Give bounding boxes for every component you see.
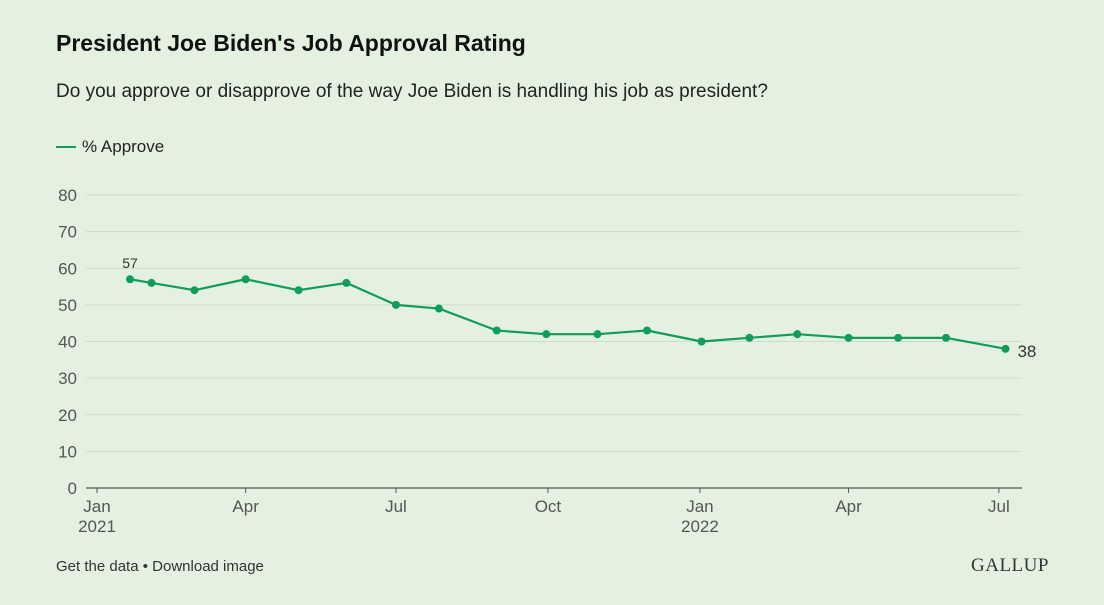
y-tick-label-50: 50 <box>58 296 77 315</box>
x-tick-label-0: Jan <box>83 497 110 516</box>
chart-title: President Joe Biden's Job Approval Ratin… <box>56 30 526 56</box>
x-tick-sublabel-0: 2021 <box>78 517 116 536</box>
y-tick-label-40: 40 <box>58 333 77 352</box>
x-tick-label-2: Jul <box>385 497 407 516</box>
download-image-link[interactable]: Download image <box>152 558 264 575</box>
gallup-logo: GALLUP <box>971 555 1049 576</box>
data-point-0 <box>126 275 135 284</box>
y-tick-label-20: 20 <box>58 406 77 425</box>
legend-label: % Approve <box>82 137 165 156</box>
y-axis-ticks: 0 10 20 30 40 50 60 70 80 <box>58 186 77 498</box>
data-point-9 <box>542 330 551 339</box>
grid-lines <box>86 194 1022 489</box>
footer-separator: • <box>142 558 148 575</box>
data-point-1 <box>147 278 156 287</box>
data-point-16 <box>894 333 903 342</box>
series-approve: 57 38 <box>122 255 1036 361</box>
data-label-18: 38 <box>1017 342 1036 361</box>
data-point-10 <box>593 330 602 339</box>
x-tick-sublabel-4: 2022 <box>681 517 719 536</box>
data-point-5 <box>342 278 351 287</box>
y-tick-label-0: 0 <box>68 479 77 498</box>
x-tick-label-1: Apr <box>232 497 259 516</box>
legend-line-swatch <box>56 146 76 148</box>
chart-subtitle: Do you approve or disapprove of the way … <box>56 81 768 102</box>
data-point-2 <box>190 286 199 295</box>
x-tick-label-3: Oct <box>535 497 562 516</box>
data-point-6 <box>391 300 400 309</box>
data-point-3 <box>241 275 250 284</box>
y-tick-label-70: 70 <box>58 223 77 242</box>
data-point-12 <box>697 337 706 346</box>
data-point-15 <box>844 333 853 342</box>
data-label-0: 57 <box>122 255 138 271</box>
series-line-0 <box>129 278 1006 350</box>
data-point-7 <box>434 304 443 313</box>
data-point-4 <box>294 286 303 295</box>
data-point-8 <box>492 326 501 335</box>
footer-links: Get the data • Download image <box>56 558 264 575</box>
get-data-link[interactable]: Get the data <box>56 558 139 575</box>
y-tick-label-30: 30 <box>58 369 77 388</box>
y-tick-label-10: 10 <box>58 442 77 461</box>
data-point-13 <box>745 333 754 342</box>
y-tick-label-60: 60 <box>58 259 77 278</box>
x-tick-label-6: Jul <box>988 497 1010 516</box>
data-point-11 <box>643 326 652 335</box>
y-tick-label-80: 80 <box>58 186 77 205</box>
legend: % Approve <box>56 137 164 157</box>
data-point-14 <box>793 330 802 339</box>
x-tick-label-4: Jan <box>686 497 713 516</box>
data-point-18 <box>1001 344 1010 353</box>
x-tick-label-5: Apr <box>835 497 862 516</box>
data-point-17 <box>942 333 951 342</box>
